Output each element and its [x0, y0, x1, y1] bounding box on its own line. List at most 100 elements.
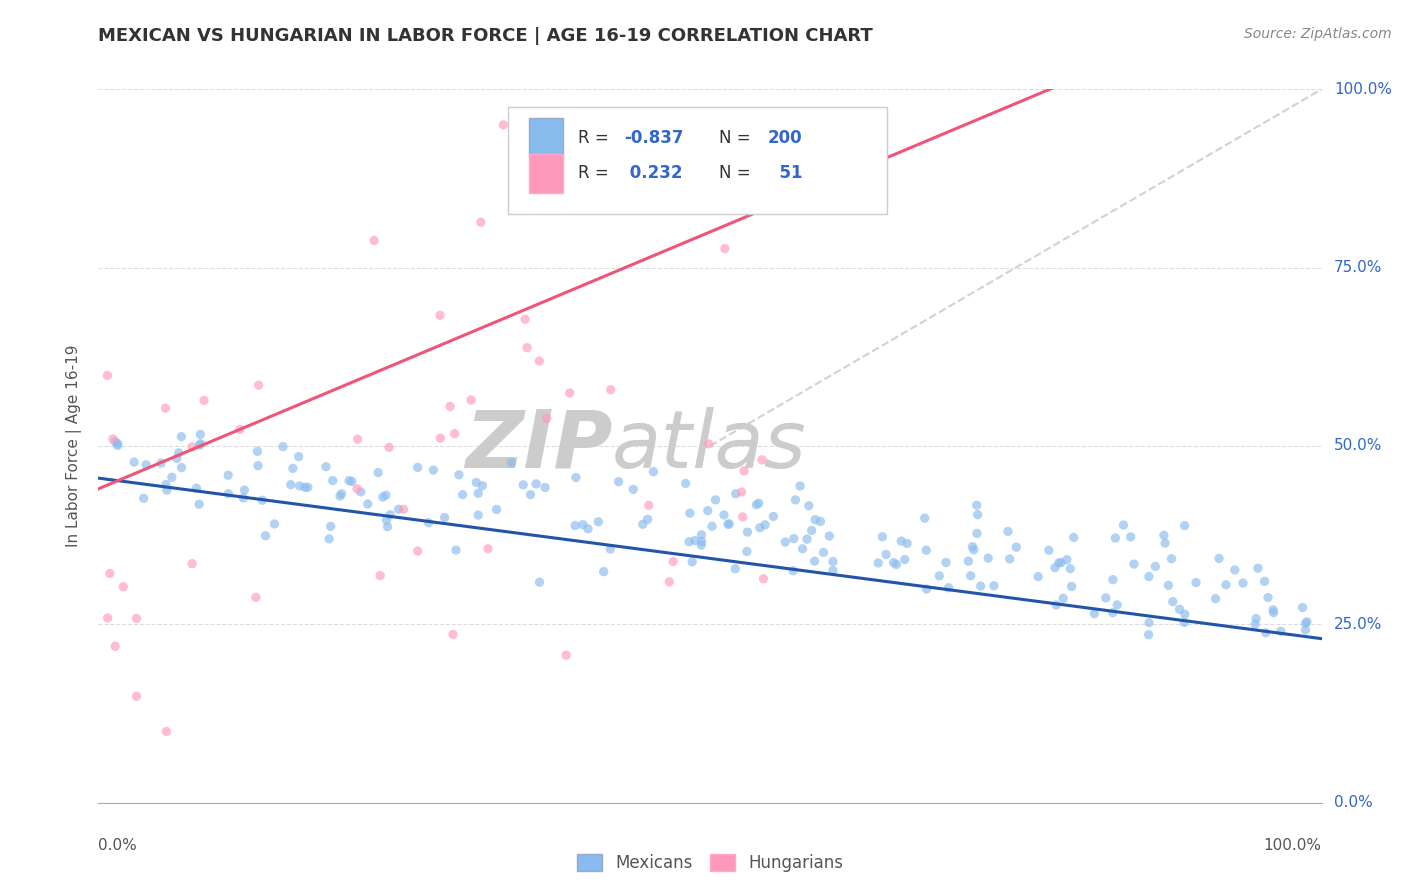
- Point: [1223, 563, 1246, 577]
- Point: [406, 544, 429, 558]
- Point: [519, 488, 541, 502]
- Point: [1295, 623, 1317, 637]
- Point: [104, 434, 127, 449]
- Point: [155, 724, 177, 739]
- Point: [588, 515, 610, 529]
- Point: [190, 437, 212, 451]
- Point: [621, 483, 644, 497]
- Point: [229, 422, 252, 436]
- Point: [271, 440, 294, 454]
- Point: [572, 517, 595, 532]
- Bar: [529, 153, 564, 193]
- Point: [107, 438, 129, 452]
- Text: R =: R =: [578, 128, 614, 146]
- Point: [1047, 556, 1070, 570]
- Point: [966, 508, 988, 522]
- Point: [1157, 578, 1180, 592]
- Point: [883, 556, 905, 570]
- Point: [501, 456, 523, 470]
- Point: [915, 582, 938, 596]
- Point: [1122, 557, 1144, 571]
- Point: [181, 557, 204, 571]
- Point: [529, 575, 551, 590]
- Point: [101, 432, 124, 446]
- Point: [1038, 543, 1060, 558]
- Point: [406, 460, 429, 475]
- Point: [1137, 569, 1160, 583]
- Point: [1083, 607, 1105, 621]
- Point: [125, 611, 148, 625]
- Point: [1232, 576, 1254, 591]
- Point: [737, 524, 759, 539]
- Point: [245, 591, 267, 605]
- Point: [1102, 573, 1125, 587]
- Point: [135, 458, 157, 472]
- Point: [107, 436, 129, 450]
- Point: [467, 508, 489, 522]
- Point: [977, 551, 1000, 566]
- Point: [217, 486, 239, 500]
- Point: [1052, 591, 1074, 606]
- Point: [181, 440, 204, 454]
- Point: [1161, 595, 1184, 609]
- Point: [679, 506, 702, 520]
- Point: [319, 519, 342, 533]
- Text: atlas: atlas: [612, 407, 807, 485]
- Point: [751, 453, 773, 467]
- Point: [371, 490, 394, 504]
- Point: [935, 556, 957, 570]
- Point: [558, 386, 581, 401]
- Point: [451, 488, 474, 502]
- Bar: [529, 118, 564, 157]
- Point: [1005, 540, 1028, 554]
- Point: [467, 486, 489, 500]
- Point: [1104, 531, 1126, 545]
- Point: [512, 478, 534, 492]
- Point: [1174, 518, 1197, 533]
- Point: [745, 498, 768, 512]
- Point: [1154, 536, 1177, 550]
- Point: [1153, 528, 1175, 542]
- Point: [193, 393, 215, 408]
- Point: [1263, 606, 1285, 620]
- Legend: Mexicans, Hungarians: Mexicans, Hungarians: [569, 846, 851, 880]
- Point: [1263, 603, 1285, 617]
- Text: N =: N =: [718, 128, 755, 146]
- Point: [378, 440, 401, 454]
- Point: [875, 548, 897, 562]
- Point: [599, 541, 621, 556]
- Point: [963, 542, 986, 557]
- Point: [631, 517, 654, 532]
- Point: [713, 508, 735, 522]
- Point: [1173, 615, 1195, 630]
- Point: [915, 543, 938, 558]
- Point: [797, 499, 820, 513]
- Point: [280, 477, 302, 491]
- Text: 50.0%: 50.0%: [1334, 439, 1382, 453]
- Text: ZIP: ZIP: [465, 407, 612, 485]
- Point: [896, 536, 918, 550]
- Point: [246, 444, 269, 458]
- Text: 25.0%: 25.0%: [1334, 617, 1382, 632]
- Point: [928, 569, 950, 583]
- Point: [281, 461, 304, 475]
- Point: [247, 378, 270, 392]
- FancyBboxPatch shape: [508, 107, 887, 214]
- Point: [962, 540, 984, 554]
- Point: [516, 341, 538, 355]
- Text: 100.0%: 100.0%: [1264, 838, 1322, 854]
- Point: [160, 470, 183, 484]
- Point: [914, 511, 936, 525]
- Point: [98, 566, 121, 581]
- Point: [387, 502, 409, 516]
- Point: [1160, 551, 1182, 566]
- Point: [96, 368, 118, 383]
- Point: [1119, 530, 1142, 544]
- Point: [346, 482, 368, 496]
- Point: [789, 479, 811, 493]
- Point: [718, 516, 741, 531]
- Point: [821, 555, 844, 569]
- Point: [785, 492, 807, 507]
- Point: [1060, 579, 1083, 593]
- Point: [894, 552, 917, 566]
